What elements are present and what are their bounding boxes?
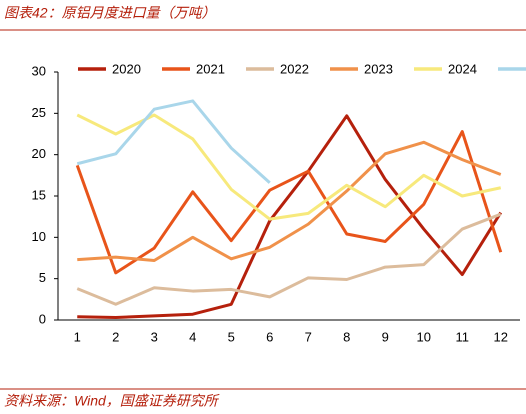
x-tick-label: 8 <box>343 329 350 344</box>
legend-label: 2020 <box>112 61 141 76</box>
y-tick-label: 0 <box>39 311 46 326</box>
series-line <box>76 99 271 184</box>
x-tick-label: 7 <box>305 329 312 344</box>
chart-title: 图表42：原铝月度进口量（万吨） <box>4 5 216 21</box>
y-tick-label: 25 <box>32 105 46 120</box>
source: 资料来源：Wind，国盛证券研究所 <box>4 393 220 409</box>
legend-label: 2023 <box>364 61 393 76</box>
x-tick-label: 1 <box>74 329 81 344</box>
y-tick-label: 20 <box>32 146 46 161</box>
series-line <box>77 140 502 262</box>
series-line <box>75 130 503 275</box>
x-tick-label: 3 <box>151 329 158 344</box>
series-line <box>77 114 503 320</box>
y-tick-label: 15 <box>32 187 46 202</box>
x-tick-label: 4 <box>189 329 196 344</box>
legend-label: 2024 <box>448 61 477 76</box>
x-tick-label: 6 <box>266 329 273 344</box>
y-tick-label: 5 <box>39 270 46 285</box>
y-tick-label: 10 <box>32 229 46 244</box>
x-tick-label: 11 <box>456 329 470 344</box>
x-tick-label: 9 <box>382 329 389 344</box>
x-tick-label: 10 <box>417 329 431 344</box>
series-line <box>76 212 502 306</box>
series-line <box>76 113 502 221</box>
x-tick-label: 2 <box>112 329 119 344</box>
legend-label: 2021 <box>196 61 225 76</box>
x-tick-label: 12 <box>494 329 508 344</box>
x-tick-label: 5 <box>228 329 235 344</box>
legend-label: 2022 <box>280 61 309 76</box>
y-tick-label: 30 <box>32 63 46 78</box>
